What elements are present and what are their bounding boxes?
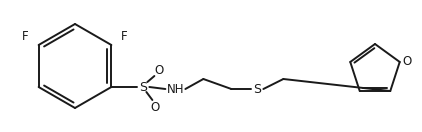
Text: O: O: [155, 63, 164, 77]
Text: S: S: [139, 81, 147, 93]
Text: F: F: [121, 30, 128, 44]
Text: S: S: [253, 82, 261, 95]
Text: O: O: [151, 100, 160, 114]
Text: O: O: [402, 55, 411, 69]
Text: NH: NH: [167, 82, 184, 95]
Text: F: F: [22, 30, 29, 44]
